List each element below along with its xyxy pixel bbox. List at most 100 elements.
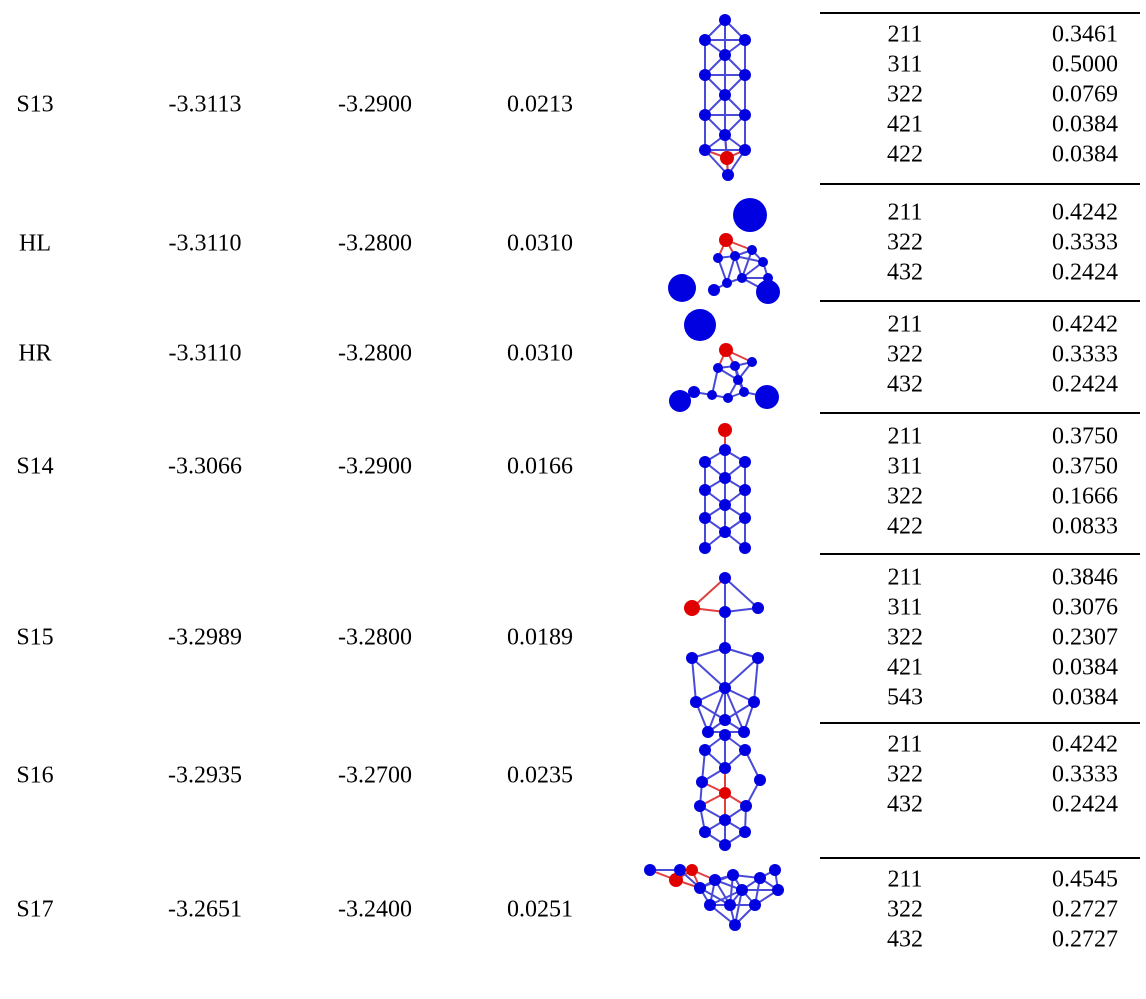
sub-code: 422 bbox=[887, 142, 923, 169]
sub-value: 0.4242 bbox=[1052, 312, 1118, 339]
atom bbox=[749, 899, 761, 911]
atom bbox=[758, 257, 768, 267]
sub-code: 322 bbox=[887, 762, 923, 789]
rule bbox=[820, 183, 1140, 185]
atom bbox=[719, 606, 731, 618]
atom bbox=[736, 884, 748, 896]
sub-code: 432 bbox=[887, 927, 923, 954]
atom bbox=[684, 600, 700, 616]
sub-value: 0.3076 bbox=[1052, 595, 1118, 622]
sub-value: 0.2727 bbox=[1052, 897, 1118, 924]
sub-value: 0.0384 bbox=[1052, 142, 1118, 169]
bond bbox=[692, 658, 725, 688]
sub-code: 211 bbox=[887, 565, 922, 592]
atom bbox=[694, 882, 706, 894]
row-label: HR bbox=[18, 341, 51, 368]
sub-value: 0.5000 bbox=[1052, 52, 1118, 79]
energy-1: -3.3110 bbox=[168, 341, 241, 368]
atom bbox=[733, 375, 743, 385]
atom bbox=[739, 34, 751, 46]
atom bbox=[739, 109, 751, 121]
atom bbox=[738, 726, 750, 738]
difference: 0.0213 bbox=[507, 92, 573, 119]
atom bbox=[722, 278, 732, 288]
sub-code: 421 bbox=[887, 655, 923, 682]
sub-code: 211 bbox=[887, 22, 922, 49]
sub-code: 211 bbox=[887, 732, 922, 759]
atom bbox=[747, 357, 757, 367]
atom bbox=[719, 49, 731, 61]
atom bbox=[719, 526, 731, 538]
rule bbox=[820, 553, 1140, 555]
atom bbox=[709, 874, 721, 886]
atom bbox=[702, 726, 714, 738]
atom bbox=[729, 919, 741, 931]
atom bbox=[719, 89, 731, 101]
rule bbox=[820, 12, 1140, 14]
atom bbox=[699, 542, 711, 554]
difference: 0.0251 bbox=[507, 897, 573, 924]
atom bbox=[755, 385, 779, 409]
sub-code: 421 bbox=[887, 112, 923, 139]
atom bbox=[737, 273, 747, 283]
rule bbox=[820, 412, 1140, 414]
energy-1: -3.3066 bbox=[168, 454, 242, 481]
sub-value: 0.0384 bbox=[1052, 112, 1118, 139]
energy-1: -3.3110 bbox=[168, 231, 241, 258]
atom bbox=[690, 696, 702, 708]
energy-1: -3.2989 bbox=[168, 625, 242, 652]
sub-code: 311 bbox=[887, 595, 922, 622]
atom bbox=[718, 423, 732, 437]
atom bbox=[720, 151, 734, 165]
sub-value: 0.3333 bbox=[1052, 762, 1118, 789]
atom bbox=[684, 309, 716, 341]
atom bbox=[752, 652, 764, 664]
atom bbox=[719, 814, 731, 826]
sub-code: 432 bbox=[887, 792, 923, 819]
atom bbox=[752, 602, 764, 614]
atom bbox=[754, 774, 766, 786]
atom bbox=[713, 363, 723, 373]
rule bbox=[820, 300, 1140, 302]
sub-code: 322 bbox=[887, 625, 923, 652]
energy-1: -3.3113 bbox=[168, 92, 241, 119]
sub-code: 422 bbox=[887, 514, 923, 541]
row-label: S17 bbox=[16, 897, 53, 924]
atom bbox=[686, 652, 698, 664]
sub-code: 322 bbox=[887, 230, 923, 257]
atom bbox=[719, 472, 731, 484]
sub-value: 0.2424 bbox=[1052, 372, 1118, 399]
atom bbox=[740, 800, 752, 812]
energy-2: -3.2800 bbox=[338, 231, 412, 258]
atom bbox=[699, 34, 711, 46]
bond bbox=[725, 658, 758, 688]
atom bbox=[699, 109, 711, 121]
sub-value: 0.0833 bbox=[1052, 514, 1118, 541]
atom bbox=[769, 864, 781, 876]
atom bbox=[686, 864, 698, 876]
atom bbox=[699, 69, 711, 81]
atom bbox=[699, 826, 711, 838]
energy-2: -3.2700 bbox=[338, 763, 412, 790]
sub-code: 543 bbox=[887, 685, 923, 712]
atom bbox=[719, 787, 731, 799]
sub-value: 0.3750 bbox=[1052, 424, 1118, 451]
difference: 0.0235 bbox=[507, 763, 573, 790]
sub-code: 432 bbox=[887, 372, 923, 399]
rule bbox=[820, 857, 1140, 859]
atom bbox=[719, 714, 731, 726]
sub-value: 0.2424 bbox=[1052, 792, 1118, 819]
atom bbox=[719, 762, 731, 774]
atom bbox=[739, 69, 751, 81]
energy-2: -3.2800 bbox=[338, 625, 412, 652]
sub-value: 0.0384 bbox=[1052, 655, 1118, 682]
sub-code: 322 bbox=[887, 342, 923, 369]
atom bbox=[674, 864, 686, 876]
atom bbox=[739, 387, 749, 397]
row-label: S13 bbox=[16, 92, 53, 119]
sub-code: 322 bbox=[887, 484, 923, 511]
atom bbox=[719, 682, 731, 694]
atom bbox=[719, 839, 731, 851]
atom bbox=[707, 390, 717, 400]
energy-1: -3.2651 bbox=[168, 897, 242, 924]
